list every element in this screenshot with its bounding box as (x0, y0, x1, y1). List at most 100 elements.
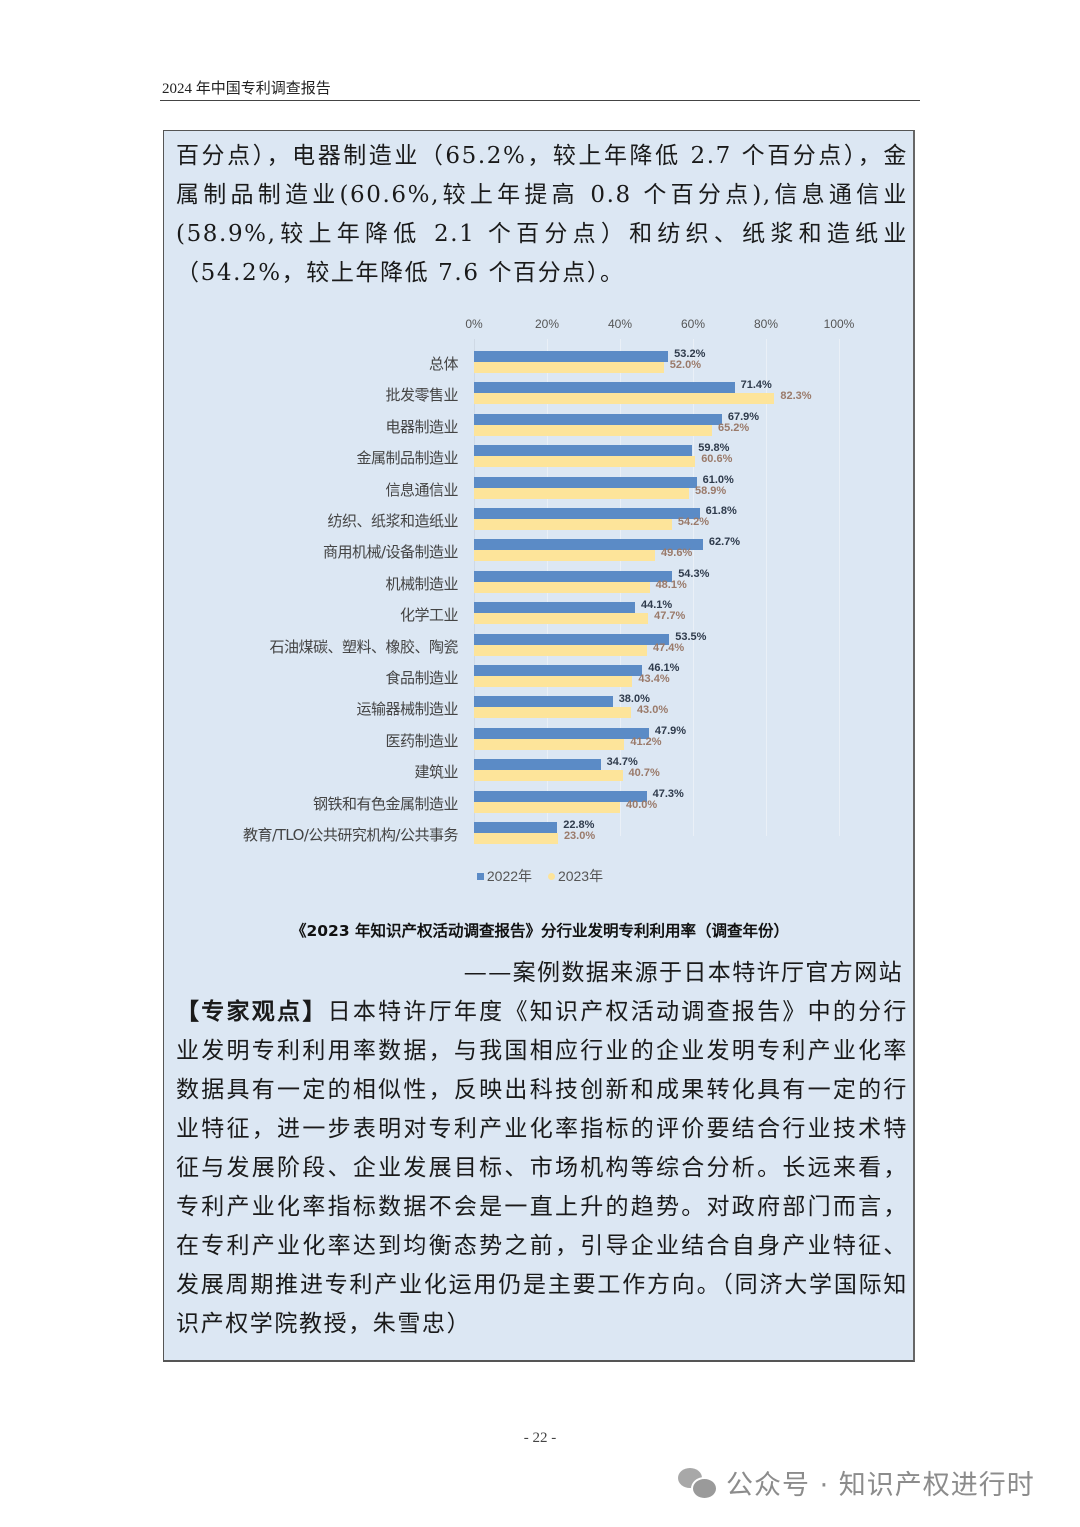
chart-row: 钢铁和有色金属制造业 47.3% 40.0% (164, 787, 916, 821)
bar-2022 (474, 570, 673, 582)
chart-row: 教育/TLO/公共研究机构/公共事务 22.8% 23.0% (164, 819, 916, 852)
x-tick-label: 80% (753, 317, 779, 331)
legend-item-2023: 2023年 (547, 868, 603, 884)
value-label-2023: 47.7% (654, 610, 686, 623)
watermark-text: 公众号 · 知识产权进行时 (726, 1470, 1035, 1501)
bar-2022 (474, 727, 649, 739)
bar-chart: 0% 20% 40% 60% 80% 100% 总体 53.2% 52.0% 批发零售业 71.4… (164, 311, 916, 891)
category-label: 医药制造业 (385, 731, 458, 750)
gridline (766, 339, 767, 836)
value-label-2023: 58.9% (694, 484, 727, 497)
bar-2023 (474, 393, 775, 405)
bar-2023 (474, 707, 631, 719)
chart-row: 总体 53.2% 52.0% (164, 348, 916, 381)
category-label: 电器制造业 (385, 417, 458, 436)
bar-2022 (474, 665, 643, 676)
category-label: 批发零售业 (385, 386, 458, 405)
bar-2023 (474, 550, 656, 562)
watermark: 公众号 · 知识产权进行时 (678, 1463, 1035, 1502)
category-label: 化学工业 (399, 606, 459, 625)
bar-2023 (474, 456, 696, 468)
category-label: 教育/TLO/公共研究机构/公共事务 (243, 826, 458, 844)
bar-2022 (474, 633, 670, 645)
bar-2023 (474, 362, 664, 373)
chart-row: 电器制造业 67.9% 65.2% (164, 410, 916, 444)
legend-swatch-2023 (547, 872, 555, 880)
value-label-2023: 40.0% (626, 798, 658, 811)
value-label-2022: 47.3% (652, 787, 684, 800)
category-label: 纺织、纸浆和造纸业 (327, 512, 458, 530)
category-label: 食品制造业 (385, 669, 458, 687)
legend-swatch-2022 (476, 872, 484, 880)
value-label-2022: 38.0% (618, 693, 650, 706)
gridline (693, 339, 694, 836)
intro-text: 百分点），电器制造业（65.2%，较上年降低 2.7 个百分点），金属制品制造业… (176, 143, 908, 286)
chart-row: 信息通信业 61.0% 58.9% (164, 474, 916, 507)
value-label-2023: 82.3% (780, 390, 812, 403)
chart-row: 医药制造业 47.9% 41.2% (164, 724, 916, 758)
category-label: 商用机械/设备制造业 (322, 543, 459, 562)
chart-row: 化学工业 44.1% 47.7% (164, 599, 916, 632)
value-label-2022: 53.5% (675, 630, 707, 643)
x-tick-label: 100% (823, 317, 855, 331)
bar-2023 (474, 801, 620, 813)
category-label: 钢铁和有色金属制造业 (312, 794, 459, 813)
value-label-2022: 53.2% (674, 348, 706, 360)
source-line: ——案例数据来源于日本特许厅官方网站 (463, 960, 903, 986)
value-label-2022: 44.1% (640, 599, 673, 612)
bar-2022 (474, 508, 700, 519)
bar-2023 (474, 833, 558, 844)
x-tick-label: 40% (607, 317, 633, 331)
category-label: 金属制品制造业 (356, 449, 458, 468)
value-label-2023: 23.0% (563, 830, 596, 842)
bar-2022 (474, 822, 558, 833)
header-rule (160, 100, 920, 101)
value-label-2022: 22.8% (563, 819, 595, 831)
value-label-2022: 46.1% (648, 662, 680, 674)
bar-2023 (474, 519, 672, 530)
chart-row: 机械制造业 54.3% 48.1% (164, 568, 916, 601)
value-label-2022: 67.9% (727, 410, 760, 423)
bar-2023 (474, 424, 712, 436)
value-label-2023: 65.2% (717, 421, 750, 434)
bar-2023 (474, 738, 625, 750)
value-label-2023: 47.4% (653, 641, 685, 654)
bar-2022 (474, 351, 669, 362)
value-label-2022: 59.8% (698, 442, 730, 455)
category-label: 机械制造业 (385, 574, 458, 593)
bar-2023 (474, 487, 689, 499)
chart-row: 运输器械制造业 38.0% 43.0% (164, 693, 916, 726)
chart-legend: 2022年 2023年 (164, 866, 916, 886)
chart-caption: 《2023 年知识产权活动调查报告》分行业发明专利利用率（调查年份） (290, 922, 790, 940)
bar-2022 (474, 602, 635, 614)
bar-2023 (474, 770, 623, 782)
expert-tag: 【专家观点】 (176, 999, 328, 1025)
value-label-2022: 34.7% (606, 756, 638, 769)
case-box: 百分点），电器制造业（65.2%，较上年降低 2.7 个百分点），金属制品制造业… (163, 130, 915, 1362)
value-label-2022: 47.9% (654, 724, 687, 737)
x-tick-label: 20% (534, 317, 560, 331)
value-label-2023: 43.4% (638, 673, 670, 685)
bar-2022 (474, 445, 693, 457)
bar-2022 (474, 413, 722, 425)
value-label-2023: 40.7% (628, 767, 660, 780)
chart-row: 纺织、纸浆和造纸业 61.8% 54.2% (164, 505, 916, 538)
chart-row: 石油煤碳、塑料、橡胶、陶瓷 53.5% 47.4% (164, 630, 916, 664)
x-tick-label: 0% (465, 317, 483, 331)
chart-row: 金属制品制造业 59.8% 60.6% (164, 442, 916, 475)
gridline (839, 339, 840, 836)
bar-2022 (474, 476, 697, 488)
value-label-2023: 60.6% (701, 453, 733, 466)
chart-row: 食品制造业 46.1% 43.4% (164, 662, 916, 695)
bar-2023 (474, 676, 633, 687)
bar-2022 (474, 382, 735, 394)
value-label-2022: 71.4% (740, 379, 772, 392)
intro-paragraph: 百分点），电器制造业（65.2%，较上年降低 2.7 个百分点），金属制品制造业… (176, 137, 908, 293)
chart-row: 商用机械/设备制造业 62.7% 49.6% (164, 536, 916, 569)
running-head: 2024 年中国专利调查报告 (162, 81, 331, 97)
bar-2022 (474, 539, 703, 551)
value-label-2022: 62.7% (708, 536, 741, 549)
value-label-2023: 48.1% (655, 578, 687, 591)
bar-2022 (474, 790, 647, 802)
legend-item-2022: 2022年 (476, 868, 532, 884)
